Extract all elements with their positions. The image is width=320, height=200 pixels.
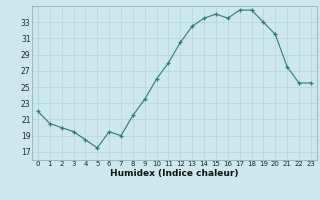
X-axis label: Humidex (Indice chaleur): Humidex (Indice chaleur): [110, 169, 239, 178]
